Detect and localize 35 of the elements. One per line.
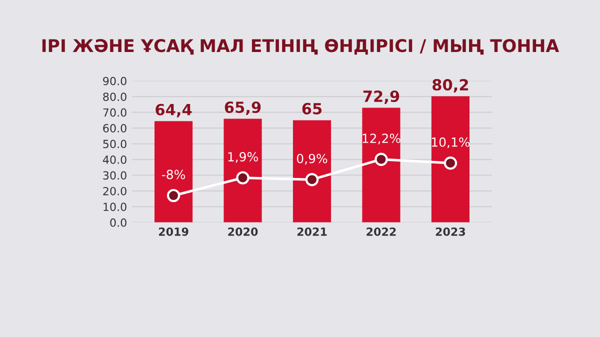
point <box>374 152 388 166</box>
y-tick-label: 10.0 <box>104 202 126 212</box>
data-label: 72,9 <box>363 90 400 104</box>
bar <box>154 121 193 222</box>
x-tick-label: 2023 <box>436 227 466 236</box>
data-label: 65,9 <box>224 102 261 115</box>
y-tick-label: 70.0 <box>103 108 126 117</box>
bar <box>292 120 332 222</box>
y-tick-label: 40.0 <box>102 155 126 164</box>
data-label: -8% <box>162 170 186 180</box>
y-tick-label: 90.0 <box>103 76 126 86</box>
y-tick-label: 30.0 <box>103 171 126 180</box>
chart-title: ІРІ ЖӘНЕ ҰСАҚ МАЛ ЕТІНІҢ ӨНДІРІСІ / МЫҢ ТОННА <box>42 39 560 55</box>
y-tick-label: 20.0 <box>103 186 126 196</box>
point <box>166 188 180 202</box>
data-label: 64,4 <box>156 104 192 118</box>
bar <box>224 118 262 222</box>
y-tick-label: 50.0 <box>103 140 126 148</box>
x-tick-label: 2020 <box>228 227 258 236</box>
y-tick-label: 80.0 <box>103 92 126 101</box>
point <box>305 173 319 186</box>
data-label: 0,9% <box>296 154 328 165</box>
x-tick-label: 2022 <box>366 227 396 236</box>
x-tick-label: 2019 <box>158 227 188 236</box>
point <box>444 156 458 170</box>
data-label: 65 <box>302 102 322 114</box>
point <box>236 171 250 184</box>
y-tick-label: 0.0 <box>110 218 126 227</box>
y-tick-label: 60.0 <box>103 124 126 132</box>
data-label: 80,2 <box>432 79 468 93</box>
bar <box>431 96 470 222</box>
data-label: 1,9% <box>228 152 258 163</box>
data-label: 12,2% <box>362 134 400 144</box>
bar <box>362 108 400 222</box>
x-tick-label: 2021 <box>297 227 327 236</box>
